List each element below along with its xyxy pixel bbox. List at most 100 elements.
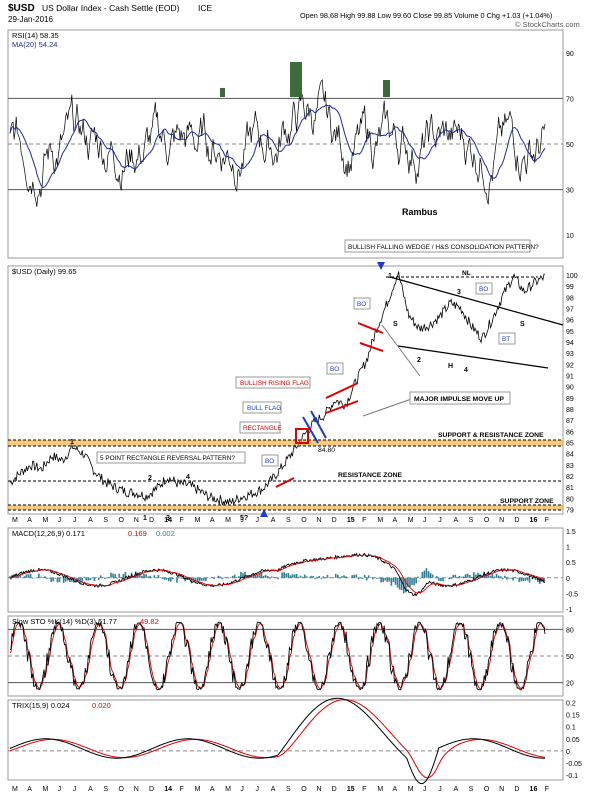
y-tick-label: -1 bbox=[566, 607, 572, 614]
x-tick-label: M bbox=[195, 517, 201, 524]
x-tick-label: O bbox=[119, 517, 125, 524]
x-tick-label: J bbox=[256, 786, 259, 793]
x-tick-label: J bbox=[423, 517, 427, 524]
x-tick-label: J bbox=[438, 517, 442, 524]
y-tick-label: 1.5 bbox=[566, 529, 576, 536]
x-tick-label: M bbox=[42, 786, 48, 793]
trix-signal-legend: 0.020 bbox=[92, 701, 111, 710]
rect-point-1b: 1 bbox=[143, 515, 147, 522]
rect-point-4: 4 bbox=[186, 474, 190, 481]
bull-flag-line bbox=[302, 416, 319, 444]
rect-point-5: 5? bbox=[240, 515, 248, 522]
rectangle-marker bbox=[295, 428, 309, 444]
y-tick-label: 10 bbox=[566, 233, 574, 240]
y-tick-label: 87 bbox=[566, 418, 574, 425]
x-tick-label: A bbox=[88, 517, 93, 524]
x-tick-label: D bbox=[149, 786, 154, 793]
flag-line bbox=[357, 322, 384, 334]
rect-point-3: 3 bbox=[166, 515, 170, 522]
y-tick-label: 97 bbox=[566, 306, 574, 313]
trix-panel-frame bbox=[7, 699, 564, 781]
rect-point-1: 1 bbox=[70, 439, 74, 446]
x-tick-label: 14 bbox=[164, 786, 172, 793]
bo-label: BO bbox=[357, 301, 366, 308]
macd-signal-legend: 0.169 bbox=[128, 529, 147, 538]
x-tick-label: J bbox=[423, 786, 427, 793]
x-tick-label: F bbox=[179, 517, 183, 524]
x-tick-label: S bbox=[286, 517, 291, 524]
y-tick-label: 0 bbox=[566, 749, 570, 756]
exchange: ICE bbox=[198, 3, 213, 13]
sto-legend: Slow STO %K(14) %D(3) 51.77 bbox=[12, 617, 117, 626]
x-tick-label: S bbox=[103, 517, 108, 524]
x-tick-label: J bbox=[256, 517, 259, 524]
macd-line bbox=[9, 552, 546, 597]
x-tick-label: 15 bbox=[347, 517, 355, 524]
x-tick-label: N bbox=[499, 786, 504, 793]
y-tick-label: 86 bbox=[566, 429, 574, 436]
x-tick-label: J bbox=[438, 786, 442, 793]
rect-point-2: 2 bbox=[148, 475, 152, 482]
x-tick-label: O bbox=[301, 786, 307, 793]
x-tick-label: A bbox=[210, 786, 215, 793]
x-tick-label: S bbox=[469, 517, 474, 524]
y-tick-label: 85 bbox=[566, 441, 574, 448]
flag-line bbox=[359, 342, 384, 352]
y-tick-label: -0.5 bbox=[566, 591, 578, 598]
x-tick-label: J bbox=[73, 517, 77, 524]
level-label: 84.80 bbox=[318, 447, 335, 454]
y-tick-label: 100 bbox=[566, 273, 578, 280]
y-tick-label: 0.5 bbox=[566, 560, 576, 567]
macd-legend: MACD(12,26,9) 0.171 bbox=[12, 529, 85, 538]
x-tick-label: J bbox=[240, 786, 244, 793]
bull-flag-box bbox=[242, 401, 282, 414]
rising-flag-box bbox=[235, 376, 311, 389]
x-tick-label: M bbox=[12, 786, 18, 793]
y-tick-label: 88 bbox=[566, 407, 574, 414]
sr-zone-band bbox=[8, 440, 563, 446]
y-tick-label: 30 bbox=[566, 188, 574, 195]
x-tick-label: J bbox=[58, 517, 62, 524]
s-label: S bbox=[520, 321, 525, 328]
x-tick-label: A bbox=[453, 786, 458, 793]
nl-label: NL bbox=[462, 270, 471, 277]
x-tick-label: A bbox=[393, 786, 398, 793]
flag-line bbox=[325, 382, 359, 399]
rectangle-reversal-label: 5 POINT RECTANGLE REVERSAL PATTERN? bbox=[100, 455, 235, 462]
wedge-title-box bbox=[344, 239, 531, 253]
y-tick-label: 83 bbox=[566, 463, 574, 470]
bt-label: BT bbox=[502, 336, 510, 343]
wedge-lower bbox=[397, 345, 549, 369]
top-arrow-icon bbox=[377, 262, 385, 270]
x-tick-label: O bbox=[119, 786, 125, 793]
wedge-title: BULLISH FALLING WEDGE / H&S CONSOLIDATIO… bbox=[348, 244, 539, 251]
trix-signal-line bbox=[9, 699, 546, 779]
rsi-legend: RSI(14) 58.35 bbox=[12, 31, 59, 40]
x-tick-label: J bbox=[240, 517, 244, 524]
y-tick-label: 20 bbox=[566, 681, 574, 688]
sto-k-line bbox=[9, 621, 546, 691]
rambus-label: Rambus bbox=[402, 207, 438, 217]
x-tick-label: A bbox=[271, 517, 276, 524]
rsi-overbought-fill bbox=[383, 80, 390, 97]
bo-box bbox=[475, 282, 493, 295]
y-tick-label: 89 bbox=[566, 396, 574, 403]
x-tick-label: D bbox=[149, 517, 154, 524]
y-tick-label: 96 bbox=[566, 318, 574, 325]
x-tick-label: O bbox=[484, 786, 490, 793]
x-tick-label: O bbox=[484, 517, 490, 524]
bt-box bbox=[498, 332, 516, 345]
rsi-ma-line bbox=[9, 104, 546, 189]
y-tick-label: 90 bbox=[566, 385, 574, 392]
x-tick-label: D bbox=[332, 786, 337, 793]
x-tick-label: A bbox=[210, 517, 215, 524]
axis-layer: 1030507090798081828384858687888990919293… bbox=[566, 51, 582, 780]
support-zone-label: SUPPORT ZONE bbox=[500, 498, 554, 505]
x-tick-label: F bbox=[362, 517, 366, 524]
x-tick-label: M bbox=[42, 517, 48, 524]
x-tick-label: A bbox=[271, 786, 276, 793]
x-tick-label: A bbox=[27, 786, 32, 793]
wedge-upper bbox=[389, 276, 564, 326]
y-tick-label: 92 bbox=[566, 362, 574, 369]
